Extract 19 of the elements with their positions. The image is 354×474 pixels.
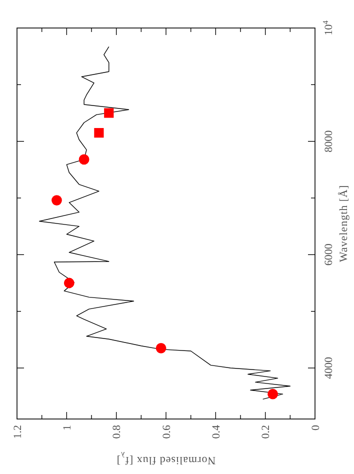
x-tick-label: 0.6 [160, 424, 173, 439]
y-tick-label: 4000 [323, 356, 335, 379]
point [52, 195, 62, 206]
x-tick-label: 0 [310, 424, 322, 430]
x-tick-label: 0.2 [260, 425, 272, 439]
x-tick-label: 0.4 [210, 424, 223, 439]
line-series [39, 46, 291, 400]
y-tick-label: 8000 [323, 130, 335, 152]
y-axis-title: Wavelength [Å] [337, 184, 350, 262]
x-tick-label: 0.8 [111, 424, 124, 439]
x-tick-label: 1.2 [12, 425, 24, 439]
point [78, 154, 90, 165]
point [268, 388, 278, 400]
point [104, 108, 114, 118]
point [156, 342, 166, 354]
point [94, 128, 104, 138]
x-tick-label: 1 [62, 425, 74, 430]
y-tick-label: 6000 [323, 243, 335, 266]
point [64, 278, 74, 288]
